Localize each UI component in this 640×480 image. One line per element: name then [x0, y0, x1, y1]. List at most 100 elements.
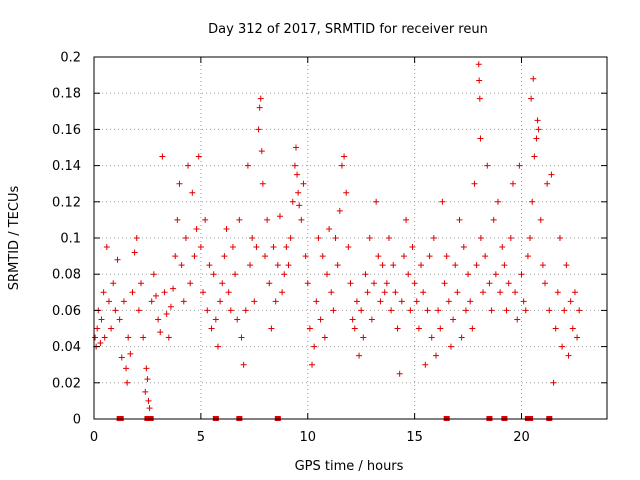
data-point	[379, 262, 386, 269]
data-point	[554, 289, 561, 296]
data-point	[509, 180, 516, 187]
data-point	[415, 325, 422, 332]
data-point	[294, 171, 301, 178]
data-point	[100, 289, 107, 296]
data-point	[546, 307, 553, 314]
data-point	[317, 316, 324, 323]
data-point	[529, 198, 536, 205]
data-point	[257, 95, 264, 102]
data-point	[475, 61, 482, 68]
data-point	[187, 280, 194, 287]
data-point	[311, 343, 318, 350]
data-point	[208, 325, 215, 332]
data-point	[163, 311, 170, 318]
data-point	[105, 298, 112, 305]
data-point	[159, 153, 166, 160]
data-point	[189, 189, 196, 196]
data-point	[343, 189, 350, 196]
data-point	[259, 180, 266, 187]
data-point	[398, 298, 405, 305]
data-point	[133, 235, 140, 241]
data-point	[563, 262, 570, 269]
data-point	[373, 198, 380, 205]
data-point	[120, 298, 127, 305]
y-tick-label: 0.16	[52, 123, 81, 138]
data-point	[281, 271, 288, 278]
data-point	[268, 325, 275, 332]
data-point	[534, 117, 541, 124]
data-point	[462, 307, 469, 314]
data-point	[206, 262, 213, 269]
data-point	[345, 244, 352, 251]
data-point	[112, 307, 119, 314]
data-point	[441, 280, 448, 287]
data-point	[191, 253, 198, 260]
data-point	[377, 298, 384, 305]
data-point	[381, 289, 388, 296]
data-point	[499, 244, 506, 251]
data-point	[330, 307, 337, 314]
data-point	[292, 144, 299, 151]
data-point	[482, 253, 489, 260]
data-point	[426, 253, 433, 260]
grid	[94, 57, 607, 419]
data-point	[289, 198, 296, 205]
data-point	[539, 262, 546, 269]
x-tick-label: 0	[90, 430, 98, 445]
data-point	[193, 225, 200, 232]
data-point	[447, 343, 454, 350]
data-point	[471, 180, 478, 187]
data-point	[336, 207, 343, 214]
data-point	[197, 244, 204, 251]
data-point	[390, 262, 397, 269]
data-point	[138, 280, 145, 287]
y-tick-label: 0.12	[52, 195, 81, 210]
data-point	[347, 280, 354, 287]
data-point	[528, 95, 535, 102]
data-points	[92, 61, 583, 412]
data-point	[467, 298, 474, 305]
data-point	[439, 198, 446, 205]
data-point	[129, 289, 136, 296]
data-point	[103, 244, 110, 251]
x-tick-label: 20	[513, 430, 530, 445]
data-point	[524, 253, 531, 260]
data-point	[127, 350, 134, 357]
data-point	[135, 307, 142, 314]
data-point	[527, 235, 534, 241]
data-point	[360, 334, 367, 341]
data-point	[227, 307, 234, 314]
data-point	[255, 126, 262, 133]
y-tick-label: 0.04	[52, 340, 81, 355]
data-point	[148, 298, 155, 305]
data-point	[319, 253, 326, 260]
data-point	[405, 271, 412, 278]
data-point	[520, 298, 527, 305]
data-point	[486, 280, 493, 287]
data-point	[118, 354, 125, 361]
data-point	[548, 171, 555, 178]
data-point	[338, 162, 345, 169]
data-point	[285, 262, 292, 269]
data-point	[400, 253, 407, 260]
x-axis-label: GPS time / hours	[295, 459, 404, 474]
data-point	[341, 153, 348, 160]
data-point	[522, 307, 529, 314]
data-point	[323, 271, 330, 278]
data-point	[514, 316, 521, 323]
data-point	[561, 307, 568, 314]
data-point	[283, 244, 290, 251]
data-point	[202, 216, 209, 223]
data-point	[362, 271, 369, 278]
data-point	[460, 244, 467, 251]
y-tick-label: 0.08	[52, 268, 81, 283]
data-point	[244, 162, 251, 169]
data-point	[497, 289, 504, 296]
data-point	[476, 77, 483, 84]
y-tick-label: 0.2	[60, 51, 81, 66]
data-point	[142, 388, 149, 395]
data-point	[368, 316, 375, 323]
data-point	[531, 153, 538, 160]
data-point	[535, 126, 542, 133]
